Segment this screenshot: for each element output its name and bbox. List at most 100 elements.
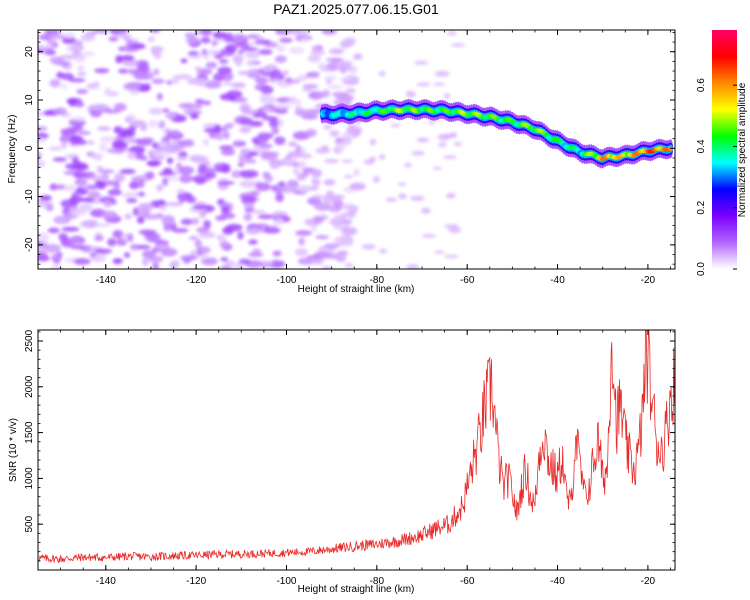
noise-blob [222, 72, 234, 82]
faint-blob [323, 124, 332, 130]
x-tick-label: -20 [641, 275, 656, 286]
noise-blob [175, 156, 188, 162]
noise-blob [298, 160, 307, 170]
colorbar-tick-label: 0.6 [696, 78, 707, 92]
noise-blob [113, 103, 127, 112]
noise-blob [60, 72, 74, 80]
noise-blob [44, 49, 57, 56]
noise-blob [107, 189, 122, 196]
noise-blob [310, 259, 321, 264]
noise-blob [123, 252, 131, 258]
noise-blob [188, 235, 199, 241]
noise-blob [112, 258, 122, 265]
noise-blob [198, 246, 211, 254]
y-tick-label: 20 [24, 46, 35, 58]
faint-blob [434, 250, 445, 254]
noise-blob [38, 252, 48, 257]
noise-blob [191, 217, 200, 225]
noise-blob [175, 163, 183, 168]
noise-blob [222, 81, 233, 86]
faint-blob [406, 264, 420, 269]
noise-blob [288, 46, 305, 55]
noise-blob [312, 71, 320, 78]
faint-blob [444, 93, 451, 99]
noise-blob [78, 203, 93, 212]
faint-blob [432, 166, 442, 170]
x-tick-label: -140 [96, 576, 116, 587]
noise-blob [244, 51, 261, 59]
noise-blob [213, 124, 222, 133]
noise-blob [353, 168, 360, 177]
faint-blob [378, 71, 386, 77]
noise-blob [225, 44, 237, 53]
noise-blob [179, 174, 193, 184]
noise-blob [194, 98, 205, 105]
noise-blob [60, 199, 73, 208]
faint-blob [337, 97, 349, 101]
noise-blob [194, 103, 203, 109]
faint-blob [378, 248, 388, 254]
noise-blob [48, 146, 62, 151]
noise-blob [89, 252, 97, 258]
noise-blob [72, 171, 86, 179]
noise-blob [72, 157, 79, 164]
noise-blob [295, 230, 313, 236]
noise-blob [87, 184, 99, 189]
noise-blob [178, 102, 197, 109]
faint-blob [341, 212, 353, 217]
x-tick-label: -80 [370, 576, 385, 587]
noise-blob [219, 145, 234, 150]
noise-blob [124, 213, 133, 220]
noise-blob [94, 248, 113, 254]
y-tick-label: 0 [24, 145, 35, 151]
colorbar-tick-label: 0.4 [696, 139, 707, 153]
spectrogram-frame [37, 29, 676, 270]
noise-blob [87, 140, 95, 145]
noise-blob [327, 62, 336, 67]
noise-blob [266, 78, 282, 83]
noise-blob [252, 248, 261, 254]
noise-blob [230, 82, 246, 89]
noise-blob [93, 153, 103, 161]
noise-blob [63, 184, 77, 192]
noise-blob [147, 150, 155, 156]
noise-blob [351, 130, 361, 137]
noise-blob [178, 195, 186, 204]
x-tick-label: -100 [276, 576, 296, 587]
noise-blob [310, 168, 322, 178]
noise-blob [89, 152, 96, 158]
noise-blob [325, 57, 344, 62]
noise-blob [205, 61, 218, 69]
y-tick-label: 10 [24, 94, 35, 106]
noise-blob [162, 177, 169, 187]
noise-blob [239, 158, 254, 164]
noise-blob [198, 231, 216, 239]
noise-blob [221, 164, 231, 174]
faint-blob [361, 243, 376, 250]
noise-blob [232, 140, 247, 147]
noise-blob [184, 32, 196, 38]
faint-blob [372, 176, 381, 183]
noise-blob [70, 211, 88, 216]
faint-blob [315, 147, 330, 154]
noise-blob [324, 243, 340, 249]
noise-blob [255, 182, 271, 192]
noise-blob [70, 44, 85, 51]
noise-blob [240, 170, 255, 179]
noise-blob [243, 202, 255, 209]
noise-blob [225, 223, 243, 232]
faint-blob [428, 120, 436, 125]
noise-blob [93, 81, 100, 89]
noise-blobs [38, 30, 466, 269]
noise-blob [76, 88, 88, 95]
noise-blob [235, 97, 249, 103]
faint-blob [444, 224, 460, 229]
noise-blob [180, 218, 193, 226]
noise-blob [196, 227, 210, 233]
noise-blob [158, 199, 166, 206]
noise-blob [239, 180, 257, 188]
faint-blob [385, 197, 397, 203]
noise-blob [69, 195, 84, 204]
noise-blob [262, 171, 271, 179]
noise-blob [117, 68, 129, 74]
